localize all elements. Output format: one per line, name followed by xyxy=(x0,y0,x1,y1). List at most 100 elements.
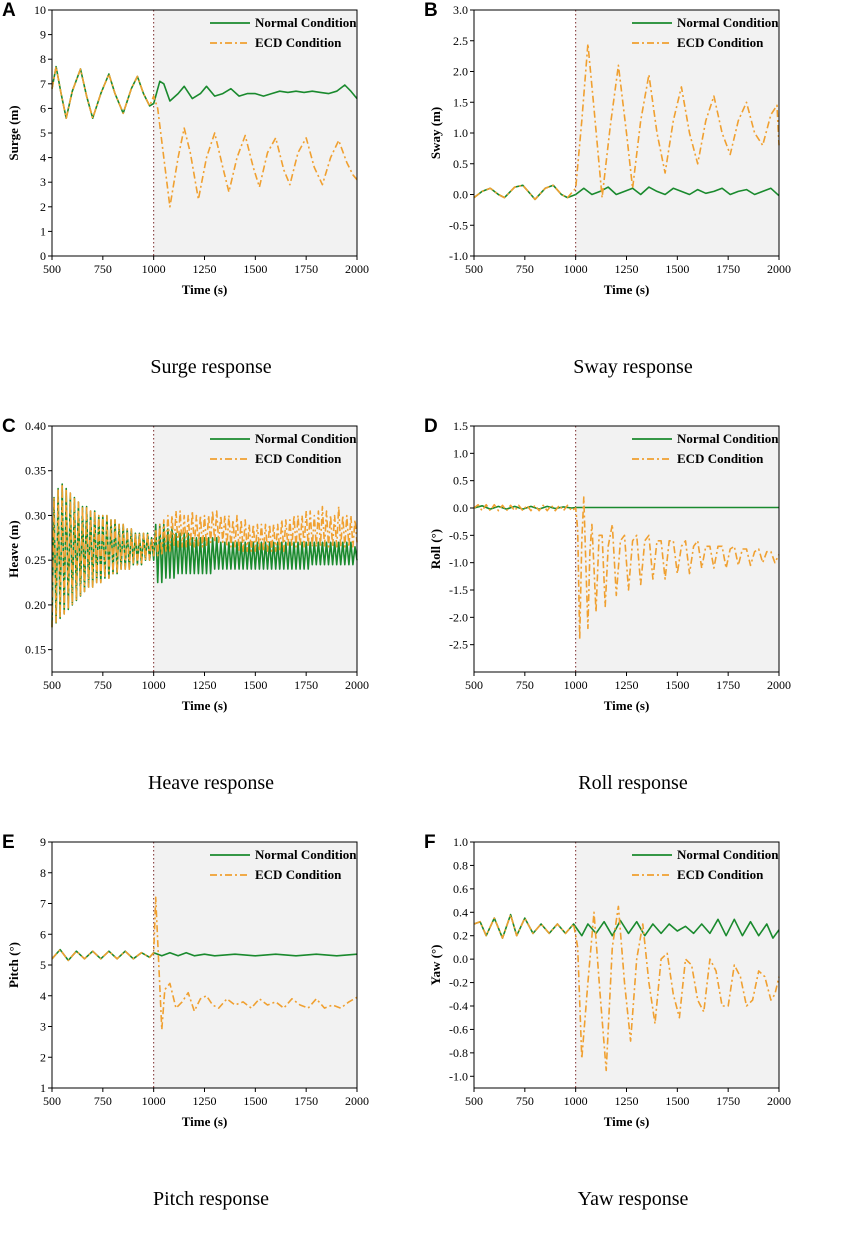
x-tick-label: 1000 xyxy=(142,678,166,692)
legend-normal-label: Normal Condition xyxy=(255,847,357,862)
y-tick-label: 4 xyxy=(40,989,46,1003)
y-tick-label: -0.4 xyxy=(449,999,468,1013)
ecd-series-line xyxy=(473,905,780,1072)
legend-normal-label: Normal Condition xyxy=(255,431,357,446)
y-tick-label: 1.0 xyxy=(453,835,468,849)
chart-caption: Sway response xyxy=(573,356,693,378)
chart-caption: Surge response xyxy=(150,356,272,378)
normal-series-line xyxy=(51,948,358,962)
x-tick-label: 2000 xyxy=(767,1094,791,1108)
ecd-series-line xyxy=(473,496,780,640)
chart-caption: Heave response xyxy=(147,772,275,794)
y-tick-label: 0.20 xyxy=(25,598,46,612)
y-tick-label: 0.15 xyxy=(25,643,46,657)
x-tick-label: 1250 xyxy=(193,1094,217,1108)
chart-svg: 500 750 1000 1250 1500 1750 2000 -1.0 -0.8 -0.6 -0… xyxy=(428,835,791,1129)
panel-label: A xyxy=(2,0,16,21)
x-tick-label: 2000 xyxy=(345,678,369,692)
legend-normal-label: Normal Condition xyxy=(255,15,357,30)
legend-normal-label: Normal Condition xyxy=(677,15,779,30)
y-tick-label: 0.5 xyxy=(453,474,468,488)
chart-caption: Roll response xyxy=(578,772,688,794)
y-tick-label: 9 xyxy=(40,28,46,42)
panel-label: D xyxy=(424,416,438,437)
x-tick-label: 1000 xyxy=(564,1094,588,1108)
x-tick-label: 500 xyxy=(465,1094,483,1108)
panel-b: B 500 750 1000 1250 1500 1750 2000 -1.0 -0.5 0.0 0.… xyxy=(422,0,844,416)
y-tick-label: 0.2 xyxy=(453,929,468,943)
x-tick-label: 1500 xyxy=(243,678,267,692)
y-tick-label: 0.8 xyxy=(453,858,468,872)
y-tick-label: 0.40 xyxy=(25,419,46,433)
legend-ecd-label: ECD Condition xyxy=(255,867,342,882)
ecd-series-line xyxy=(51,65,358,208)
legend-normal-label: Normal Condition xyxy=(677,847,779,862)
x-tick-label: 750 xyxy=(94,678,112,692)
y-axis-title: Surge (m) xyxy=(6,105,21,160)
legend-ecd-label: ECD Condition xyxy=(677,35,764,50)
chart-svg: 500 750 1000 1250 1500 1750 2000 0 1 2 3 4 5 6 7 8 9 10 Ti… xyxy=(6,3,369,297)
y-tick-label: -1.5 xyxy=(449,583,468,597)
ecd-shaded-region xyxy=(153,842,357,1088)
y-tick-label: 1.0 xyxy=(453,126,468,140)
y-tick-label: -2.5 xyxy=(449,638,468,652)
x-tick-label: 1750 xyxy=(716,678,740,692)
x-axis-title: Time (s) xyxy=(604,282,650,297)
y-tick-label: 3.0 xyxy=(453,3,468,17)
x-axis-title: Time (s) xyxy=(604,1114,650,1129)
y-tick-label: 1.0 xyxy=(453,446,468,460)
y-tick-label: 0.35 xyxy=(25,464,46,478)
x-tick-label: 1500 xyxy=(665,262,689,276)
y-tick-label: 6 xyxy=(40,927,46,941)
y-axis-title: Pitch (°) xyxy=(6,942,21,988)
y-tick-label: 1.5 xyxy=(453,419,468,433)
ecd-shaded-region xyxy=(575,842,779,1088)
normal-series-line xyxy=(473,913,780,939)
chart-svg: 500 750 1000 1250 1500 1750 2000 1 2 3 4 5 6 7 8 9 Time … xyxy=(6,835,369,1129)
legend-normal-label: Normal Condition xyxy=(677,431,779,446)
panel-c: C 500 750 1000 1250 1500 1750 2000 0.15 0.20 0.25 0… xyxy=(0,416,422,832)
panel-label: E xyxy=(2,832,15,853)
y-tick-label: 9 xyxy=(40,835,46,849)
chart-svg: 500 750 1000 1250 1500 1750 2000 -1.0 -0.5 0.0 0.5… xyxy=(428,3,791,297)
x-tick-label: 1250 xyxy=(615,1094,639,1108)
x-tick-label: 1750 xyxy=(294,678,318,692)
y-tick-label: 10 xyxy=(34,3,46,17)
y-tick-label: 0.5 xyxy=(453,157,468,171)
x-tick-label: 750 xyxy=(516,1094,534,1108)
legend-ecd-label: ECD Condition xyxy=(677,451,764,466)
y-tick-label: 3 xyxy=(40,1020,46,1034)
y-tick-label: 5 xyxy=(40,958,46,972)
x-tick-label: 1750 xyxy=(294,262,318,276)
y-axis-title: Heave (m) xyxy=(6,520,21,577)
x-axis-title: Time (s) xyxy=(182,698,228,713)
y-tick-label: -0.5 xyxy=(449,218,468,232)
y-tick-label: -2.0 xyxy=(449,610,468,624)
y-tick-label: -0.2 xyxy=(449,976,468,990)
x-tick-label: 1250 xyxy=(615,262,639,276)
panel-e: E 500 750 1000 1250 1500 1750 2000 1 2 3 4 5 6 7 8 9 Time… xyxy=(0,832,422,1248)
x-tick-label: 500 xyxy=(43,678,61,692)
chart-svg: 500 750 1000 1250 1500 1750 2000 -2.5 -2.0 -1.5 -1… xyxy=(428,419,791,713)
x-axis-title: Time (s) xyxy=(182,1114,228,1129)
y-tick-label: -1.0 xyxy=(449,556,468,570)
x-tick-label: 750 xyxy=(94,262,112,276)
y-tick-label: 4 xyxy=(40,151,46,165)
panel-d: D 500 750 1000 1250 1500 1750 2000 -2.5 -2.0 -1.5 -… xyxy=(422,416,844,832)
y-tick-label: 0.4 xyxy=(453,905,468,919)
chart-caption: Yaw response xyxy=(577,1188,689,1210)
panel-f: F 500 750 1000 1250 1500 1750 2000 -1.0 -0.8 -0.6 -… xyxy=(422,832,844,1248)
normal-series-line xyxy=(473,505,779,510)
x-tick-label: 1250 xyxy=(193,678,217,692)
y-tick-label: 8 xyxy=(40,866,46,880)
y-axis-title: Sway (m) xyxy=(428,107,443,159)
y-tick-label: -0.6 xyxy=(449,1022,468,1036)
x-tick-label: 1500 xyxy=(665,678,689,692)
x-axis-title: Time (s) xyxy=(182,282,228,297)
legend-ecd-label: ECD Condition xyxy=(255,451,342,466)
y-axis-title: Roll (°) xyxy=(428,529,443,569)
x-tick-label: 1000 xyxy=(142,1094,166,1108)
x-tick-label: 1750 xyxy=(716,262,740,276)
chart-svg: 500 750 1000 1250 1500 1750 2000 0.15 0.20 0.25 0.… xyxy=(6,419,369,713)
x-tick-label: 750 xyxy=(94,1094,112,1108)
